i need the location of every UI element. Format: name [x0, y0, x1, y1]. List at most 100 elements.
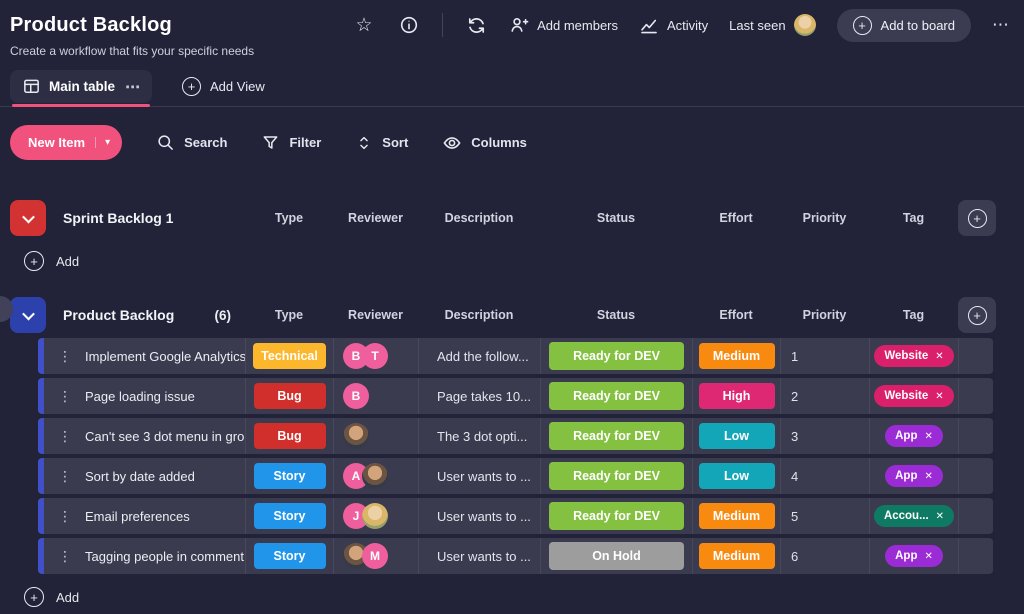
- column-header-priority[interactable]: Priority: [802, 308, 847, 322]
- columns-button[interactable]: Columns: [442, 133, 527, 153]
- item-name[interactable]: Page loading issue: [85, 388, 195, 404]
- priority-cell[interactable]: 6: [780, 538, 869, 574]
- type-chip[interactable]: Story: [253, 543, 326, 569]
- chevron-down-icon[interactable]: ▾: [95, 137, 110, 148]
- add-column-button[interactable]: +: [958, 297, 996, 333]
- item-name[interactable]: Tagging people in comment...: [85, 548, 245, 564]
- tag-cell[interactable]: App ✕: [869, 538, 958, 574]
- column-header-effort[interactable]: Effort: [719, 308, 753, 322]
- tab-options-icon[interactable]: ⋯: [125, 78, 141, 96]
- effort-chip[interactable]: Low: [698, 423, 775, 449]
- type-cell[interactable]: Story: [245, 458, 333, 494]
- add-column-button[interactable]: +: [958, 200, 996, 236]
- effort-cell[interactable]: Low: [692, 458, 780, 494]
- tag-cell[interactable]: Website ✕: [869, 378, 958, 414]
- drag-handle-icon[interactable]: ⋮: [58, 508, 72, 524]
- item-name[interactable]: Email preferences: [85, 508, 190, 524]
- column-header-type[interactable]: Type: [274, 308, 304, 322]
- add-item-button[interactable]: + Add: [24, 250, 1024, 272]
- close-icon[interactable]: ✕: [935, 350, 944, 362]
- new-item-button[interactable]: New Item ▾: [10, 125, 123, 160]
- group-collapse-button[interactable]: [10, 200, 46, 236]
- close-icon[interactable]: ✕: [935, 510, 945, 522]
- column-header-type[interactable]: Type: [274, 211, 304, 225]
- tag-cell[interactable]: Website ✕: [869, 338, 958, 374]
- tag-pill[interactable]: Website ✕: [874, 345, 954, 367]
- activity-button[interactable]: Activity: [639, 15, 708, 35]
- column-header-description[interactable]: Description: [444, 211, 514, 225]
- description-cell[interactable]: Page takes 10...: [418, 378, 540, 414]
- status-cell[interactable]: Ready for DEV: [540, 498, 692, 534]
- sort-button[interactable]: Sort: [355, 134, 408, 152]
- description-cell[interactable]: Add the follow...: [418, 338, 540, 374]
- close-icon[interactable]: ✕: [924, 470, 933, 482]
- priority-cell[interactable]: 2: [780, 378, 869, 414]
- status-cell[interactable]: Ready for DEV: [540, 458, 692, 494]
- reviewer-avatar[interactable]: [343, 423, 369, 449]
- tab-main-table[interactable]: Main table ⋯: [10, 70, 153, 107]
- info-button[interactable]: [397, 13, 421, 37]
- effort-chip[interactable]: High: [698, 383, 775, 409]
- tag-pill[interactable]: Website ✕: [874, 385, 954, 407]
- reviewer-avatar[interactable]: [362, 503, 388, 529]
- item-name-cell[interactable]: ⋮ Implement Google Analytics: [44, 338, 245, 374]
- last-seen[interactable]: Last seen: [729, 14, 816, 36]
- status-chip[interactable]: Ready for DEV: [549, 422, 684, 450]
- drag-handle-icon[interactable]: ⋮: [58, 388, 72, 404]
- type-chip[interactable]: Bug: [253, 423, 326, 449]
- close-icon[interactable]: ✕: [924, 430, 933, 442]
- panel-handle[interactable]: [0, 296, 13, 322]
- effort-cell[interactable]: Low: [692, 418, 780, 454]
- effort-cell[interactable]: Medium: [692, 538, 780, 574]
- search-button[interactable]: Search: [156, 133, 227, 152]
- item-name-cell[interactable]: ⋮ Page loading issue: [44, 378, 245, 414]
- column-header-priority[interactable]: Priority: [802, 211, 847, 225]
- column-header-description[interactable]: Description: [444, 308, 514, 322]
- type-chip[interactable]: Story: [253, 503, 326, 529]
- board-menu-button[interactable]: ⋯: [992, 15, 1010, 34]
- tag-cell[interactable]: App ✕: [869, 418, 958, 454]
- tag-cell[interactable]: Accou... ✕: [869, 498, 958, 534]
- reviewer-avatar[interactable]: T: [362, 343, 388, 369]
- reviewer-avatar[interactable]: B: [343, 383, 369, 409]
- tag-pill[interactable]: App ✕: [885, 425, 943, 447]
- column-header-effort[interactable]: Effort: [719, 211, 753, 225]
- description-cell[interactable]: User wants to ...: [418, 458, 540, 494]
- item-name-cell[interactable]: ⋮ Sort by date added: [44, 458, 245, 494]
- type-chip[interactable]: Story: [253, 463, 326, 489]
- type-cell[interactable]: Bug: [245, 418, 333, 454]
- add-item-button[interactable]: + Add: [24, 586, 1024, 608]
- type-cell[interactable]: Technical: [245, 338, 333, 374]
- column-header-status[interactable]: Status: [596, 211, 636, 225]
- effort-cell[interactable]: High: [692, 378, 780, 414]
- tag-cell[interactable]: App ✕: [869, 458, 958, 494]
- status-cell[interactable]: On Hold: [540, 538, 692, 574]
- add-view-button[interactable]: + Add View: [182, 70, 265, 103]
- drag-handle-icon[interactable]: ⋮: [58, 348, 72, 364]
- item-name-cell[interactable]: ⋮ Can't see 3 dot menu in group: [44, 418, 245, 454]
- status-chip[interactable]: On Hold: [549, 542, 684, 570]
- reviewer-cell[interactable]: B: [333, 378, 418, 414]
- effort-chip[interactable]: Medium: [698, 503, 775, 529]
- reviewer-avatar[interactable]: M: [362, 543, 388, 569]
- column-header-reviewer[interactable]: Reviewer: [348, 308, 403, 322]
- tag-pill[interactable]: App ✕: [885, 545, 943, 567]
- add-members-button[interactable]: Add members: [509, 15, 618, 35]
- column-header-tag[interactable]: Tag: [902, 211, 925, 225]
- status-cell[interactable]: Ready for DEV: [540, 418, 692, 454]
- reviewer-cell[interactable]: [333, 418, 418, 454]
- effort-chip[interactable]: Medium: [698, 543, 775, 569]
- tag-pill[interactable]: Accou... ✕: [873, 505, 955, 527]
- item-name[interactable]: Implement Google Analytics: [85, 348, 245, 364]
- item-name-cell[interactable]: ⋮ Tagging people in comment...: [44, 538, 245, 574]
- effort-cell[interactable]: Medium: [692, 498, 780, 534]
- group-title[interactable]: Product Backlog (6): [46, 307, 245, 323]
- filter-button[interactable]: Filter: [261, 133, 321, 152]
- effort-chip[interactable]: Medium: [698, 343, 775, 369]
- close-icon[interactable]: ✕: [924, 550, 933, 562]
- column-header-reviewer[interactable]: Reviewer: [348, 211, 403, 225]
- group-collapse-button[interactable]: [10, 297, 46, 333]
- item-name-cell[interactable]: ⋮ Email preferences: [44, 498, 245, 534]
- type-cell[interactable]: Story: [245, 538, 333, 574]
